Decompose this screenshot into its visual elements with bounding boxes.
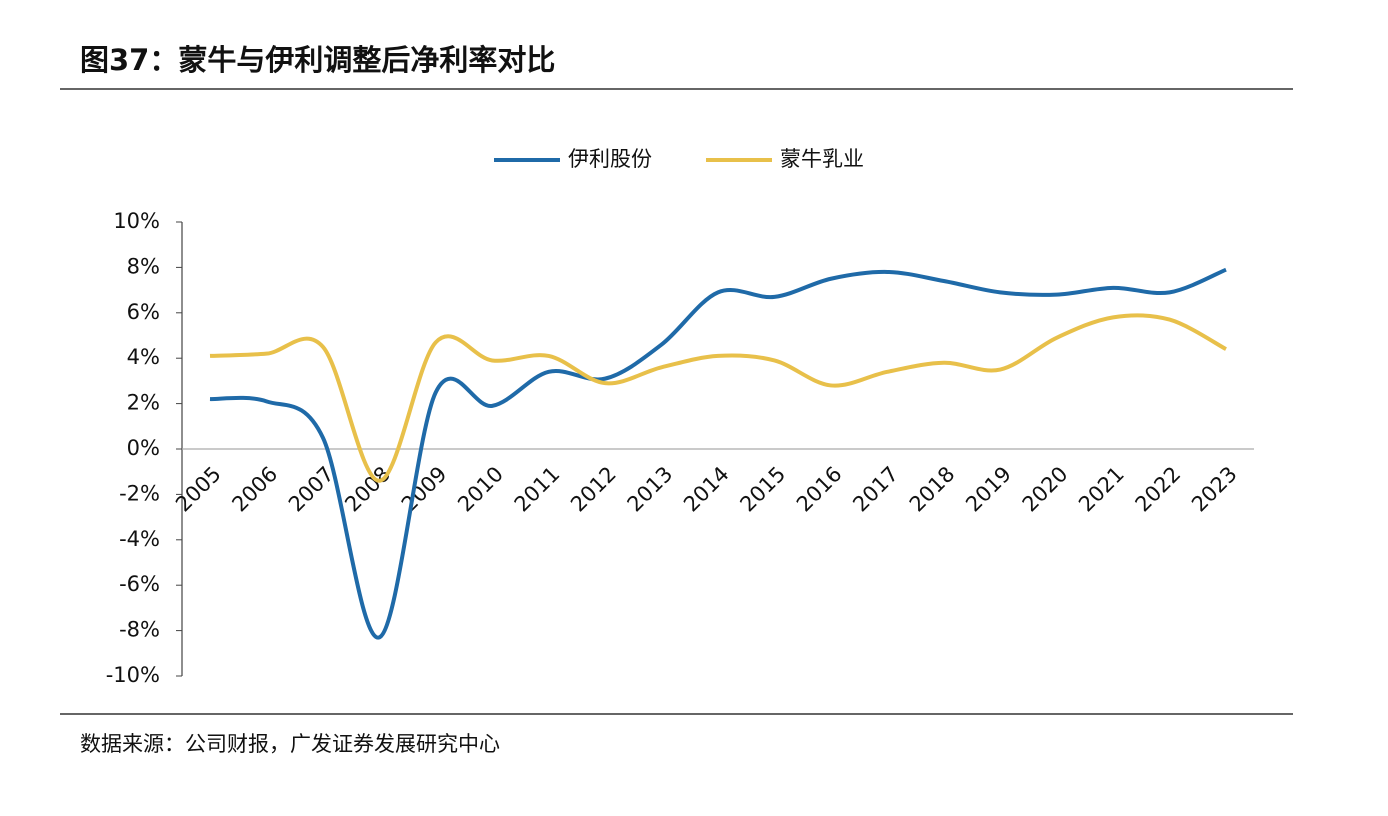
y-tick-label: -8% (119, 618, 160, 642)
legend-label: 蒙牛乳业 (780, 147, 864, 171)
x-tick-label: 2009 (397, 462, 452, 517)
y-tick-label: -6% (119, 572, 160, 596)
chart-title: 图37：蒙牛与伊利调整后净利率对比 (80, 43, 555, 77)
x-tick-label: 2017 (848, 462, 903, 517)
x-tick-label: 2022 (1131, 462, 1186, 517)
legend-label: 伊利股份 (568, 147, 652, 171)
x-tick-label: 2015 (735, 462, 790, 517)
y-tick-label: 4% (127, 345, 160, 369)
x-tick-label: 2006 (227, 462, 282, 517)
y-tick-label: 10% (113, 209, 160, 233)
series-line (209, 267, 1227, 640)
x-tick-label: 2013 (623, 462, 678, 517)
x-tick-label: 2021 (1074, 462, 1129, 517)
y-tick-label: 8% (127, 254, 160, 278)
y-tick-label: 0% (127, 436, 160, 460)
x-tick-label: 2007 (284, 462, 339, 517)
x-tick-label: 2020 (1018, 462, 1073, 517)
series-line (209, 313, 1227, 483)
x-tick-label: 2012 (566, 462, 621, 517)
y-tick-label: -2% (119, 481, 160, 505)
y-tick-label: 2% (127, 391, 160, 415)
x-tick-label: 2011 (510, 462, 565, 517)
y-tick-label: -4% (119, 527, 160, 551)
x-tick-label: 2019 (961, 462, 1016, 517)
x-tick-label: 2010 (453, 462, 508, 517)
x-tick-label: 2016 (792, 462, 847, 517)
x-tick-label: 2005 (171, 462, 226, 517)
y-tick-label: 6% (127, 300, 160, 324)
x-tick-label: 2018 (905, 462, 960, 517)
x-tick-label: 2023 (1187, 462, 1242, 517)
y-tick-label: -10% (106, 663, 160, 687)
source-note: 数据来源：公司财报，广发证券发展研究中心 (80, 732, 500, 756)
x-tick-label: 2014 (679, 462, 734, 517)
